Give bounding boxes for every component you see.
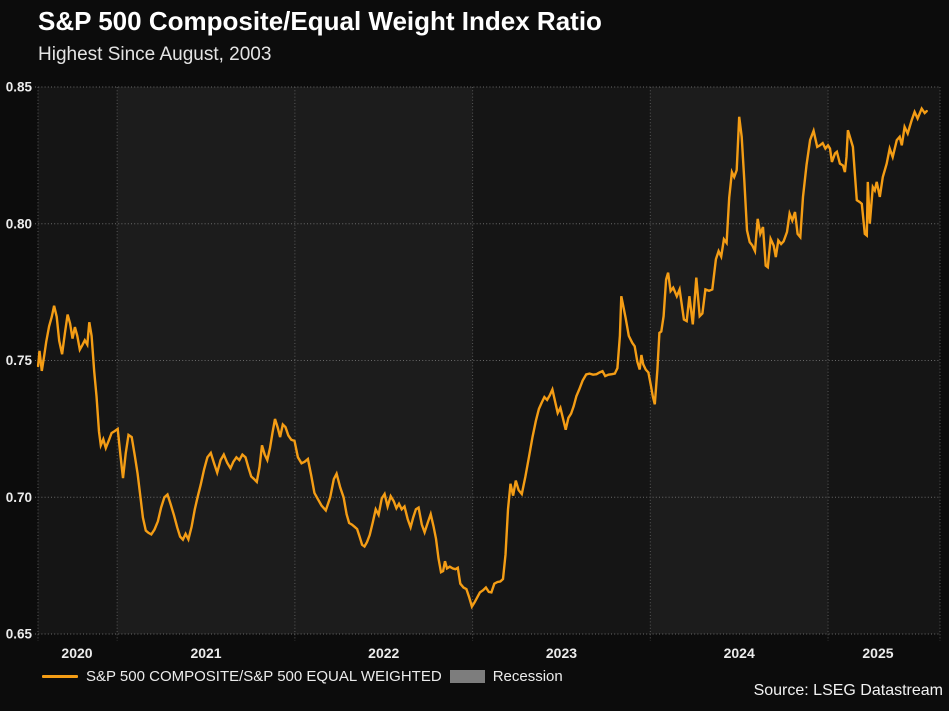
- x-axis-tick-label: 2024: [724, 645, 755, 661]
- y-axis-tick-label: 0.75: [6, 353, 33, 368]
- y-axis-tick-label: 0.80: [6, 216, 32, 231]
- x-axis-tick-label: 2020: [61, 645, 92, 661]
- recession-swatch-icon: [449, 670, 485, 683]
- source-attribution: Source: LSEG Datastream: [753, 682, 943, 699]
- x-axis-tick-label: 2025: [862, 645, 893, 661]
- y-axis-tick-label: 0.70: [6, 490, 32, 505]
- series-line-swatch-icon: [42, 675, 78, 678]
- x-axis-tick-label: 2023: [546, 645, 577, 661]
- chart-legend: S&P 500 COMPOSITE/S&P 500 EQUAL WEIGHTED…: [42, 668, 563, 685]
- y-axis-tick-label: 0.65: [6, 627, 33, 642]
- x-axis-tick-label: 2022: [368, 645, 399, 661]
- ratio-series-line: [36, 106, 928, 610]
- series-legend-label: S&P 500 COMPOSITE/S&P 500 EQUAL WEIGHTED: [86, 668, 442, 685]
- page-subtitle: Highest Since August, 2003: [38, 44, 272, 65]
- page-title: S&P 500 Composite/Equal Weight Index Rat…: [38, 6, 602, 36]
- y-axis-tick-label: 0.85: [6, 80, 33, 95]
- x-axis-tick-label: 2021: [190, 645, 221, 661]
- recession-legend-label: Recession: [492, 668, 563, 685]
